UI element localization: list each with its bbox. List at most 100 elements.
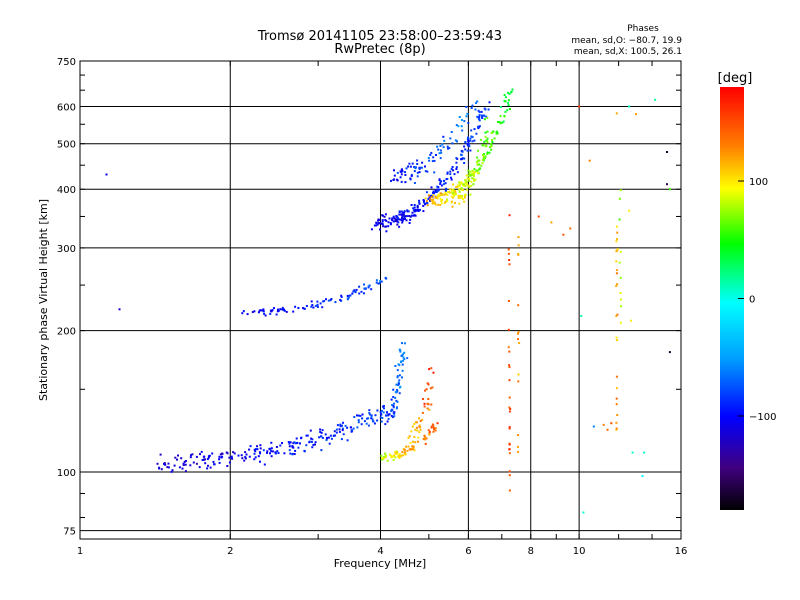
echo-point	[416, 159, 419, 162]
echo-point	[428, 159, 431, 162]
echo-point	[452, 169, 455, 172]
echo-point	[230, 455, 233, 458]
echo-point	[454, 193, 457, 196]
echo-point	[413, 204, 416, 206]
echo-point	[340, 294, 343, 297]
echo-point	[462, 183, 465, 186]
echo-point	[418, 431, 421, 434]
echo-point	[478, 114, 481, 117]
echo-point	[452, 196, 454, 199]
echo-point	[406, 450, 409, 452]
echo-point	[403, 448, 406, 451]
echo-point	[412, 440, 414, 443]
echo-point	[174, 456, 177, 459]
echo-point	[498, 121, 501, 124]
echo-point	[383, 456, 385, 458]
y-tick-label: 750	[57, 57, 76, 68]
echo-point	[363, 292, 365, 295]
echo-point	[409, 215, 412, 218]
echo-point	[242, 310, 245, 313]
echo-point	[276, 450, 279, 453]
echo-point	[320, 435, 323, 438]
echo-point	[491, 141, 494, 143]
echo-point	[226, 465, 229, 467]
echo-point	[508, 427, 511, 430]
echo-point	[477, 149, 480, 152]
echo-point	[592, 425, 595, 428]
echo-point	[332, 434, 335, 437]
echo-point	[414, 441, 417, 444]
echo-point	[468, 179, 471, 182]
echo-point	[615, 272, 618, 275]
echo-point	[490, 132, 493, 134]
echo-point	[437, 203, 440, 206]
echo-point	[464, 193, 467, 196]
echo-point	[476, 100, 479, 103]
echo-point	[668, 351, 671, 354]
echo-point	[433, 428, 435, 431]
echo-point	[171, 469, 174, 472]
echo-point	[370, 417, 373, 420]
echo-point	[357, 421, 360, 424]
echo-point	[164, 463, 167, 466]
echo-point	[406, 357, 409, 360]
echo-point	[393, 454, 396, 457]
y-tick-label: 300	[57, 244, 76, 255]
x-axis-label: Frequency [MHz]	[334, 557, 426, 570]
echo-point	[508, 474, 511, 477]
echo-point	[401, 369, 404, 372]
chart-title: Tromsø 20141105 23:58:00–23:59:43	[257, 29, 502, 44]
echo-point	[368, 284, 371, 287]
echo-point	[312, 443, 315, 446]
echo-point	[508, 214, 511, 217]
echo-point	[436, 197, 439, 200]
echo-point	[476, 115, 479, 118]
echo-point	[398, 213, 401, 216]
echo-point	[390, 410, 393, 413]
echo-point	[297, 446, 300, 449]
echo-point	[184, 470, 187, 473]
echo-point	[464, 179, 467, 182]
echo-point	[279, 308, 282, 311]
echo-point	[182, 462, 185, 465]
echo-point	[393, 174, 396, 177]
echo-point	[457, 195, 460, 198]
echo-point	[269, 452, 271, 455]
echo-point	[370, 414, 373, 417]
echo-point	[338, 428, 341, 431]
echo-point	[244, 457, 247, 460]
echo-point	[406, 209, 409, 212]
echo-point	[471, 172, 474, 175]
echo-point	[319, 302, 322, 305]
echo-point	[485, 144, 487, 147]
echo-point	[258, 309, 261, 312]
echo-point	[202, 458, 205, 461]
echo-point	[199, 453, 201, 456]
echo-point	[381, 417, 384, 419]
echo-point	[580, 314, 583, 317]
echo-point	[616, 283, 619, 286]
echo-point	[423, 199, 425, 202]
echo-point	[410, 448, 413, 451]
echo-point	[410, 430, 413, 433]
echo-point	[389, 222, 392, 225]
echo-point	[417, 210, 420, 212]
echo-point	[360, 423, 363, 426]
echo-point	[281, 442, 283, 444]
echo-point	[426, 407, 429, 410]
echo-point	[413, 449, 416, 452]
echo-point	[508, 426, 511, 429]
echo-point	[443, 180, 445, 183]
echo-point	[391, 404, 394, 406]
echo-point	[184, 463, 187, 466]
echo-point	[275, 313, 278, 316]
y-tick-label: 400	[57, 185, 76, 196]
chart-subtitle: RwPretec (8p)	[334, 42, 425, 57]
echo-point	[356, 414, 358, 417]
echo-point	[401, 219, 404, 222]
echo-point	[258, 451, 261, 454]
phases-title: Phases	[627, 24, 659, 34]
echo-point	[380, 420, 383, 423]
echo-point	[206, 467, 209, 470]
echo-point	[183, 460, 186, 463]
